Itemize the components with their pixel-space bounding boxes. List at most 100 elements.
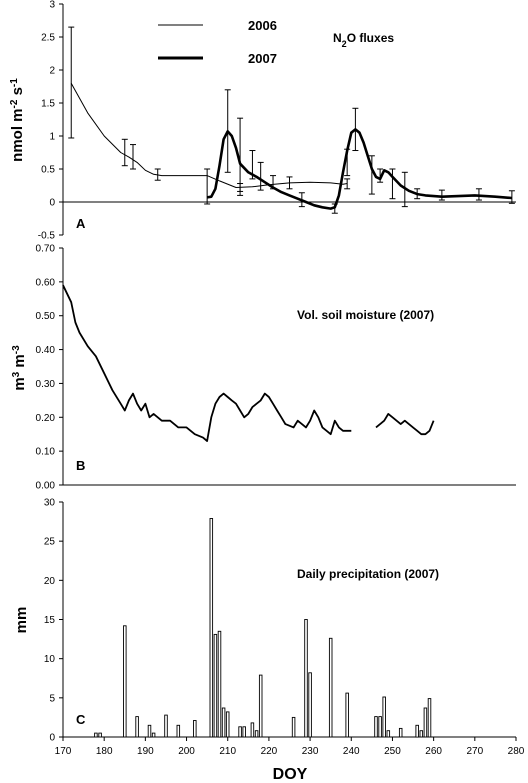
- series-2007-error-bar: [249, 150, 256, 180]
- series-2007-error-bar: [401, 171, 408, 208]
- series-2007-error-bar: [352, 107, 359, 152]
- panel-b: 0.000.100.200.300.400.500.600.70 m3 m-3 …: [11, 244, 516, 492]
- precipitation-bar: [213, 633, 218, 738]
- series-2007-error-bar: [438, 189, 445, 201]
- precipitation-bar: [308, 672, 312, 738]
- x-tick-label: 260: [425, 746, 442, 757]
- x-tick-label: 230: [302, 746, 319, 757]
- panel-b-y-axis-label: m3 m-3: [11, 345, 29, 391]
- precipitation-bar: [123, 625, 127, 738]
- precipitation-bar: [419, 730, 424, 738]
- panel-a-ylabel-part-3: s: [9, 87, 26, 100]
- series-2007-error-bar: [298, 192, 305, 208]
- y-tick-label: 3: [49, 0, 55, 11]
- precipitation-bar: [427, 698, 432, 738]
- series-2007-error-bar: [389, 168, 396, 200]
- precipitation-bar: [398, 727, 403, 738]
- y-tick-label: 20: [44, 576, 56, 587]
- series-2007-error-bar: [270, 175, 277, 190]
- series-2007-error-bar: [368, 155, 375, 195]
- y-tick-label: 30: [44, 498, 56, 509]
- panel-c-annotation: Daily precipitation (2007): [297, 567, 439, 581]
- series-2007-error-bar: [257, 161, 264, 191]
- series-2007-error-bar: [414, 188, 421, 200]
- y-tick-label: 0.50: [36, 311, 56, 322]
- series-2007-error-bar: [344, 148, 351, 177]
- y-tick-label: 2.5: [41, 33, 55, 44]
- soil-moisture-line: [375, 413, 435, 436]
- series-2006-error-bar: [154, 168, 161, 181]
- x-tick-label: 180: [96, 746, 113, 757]
- x-tick-label: 270: [466, 746, 483, 757]
- panel-c: 0 5 10 15 20 25 30 170 180 190 200 210 220 230 240 250…: [13, 498, 525, 783]
- precipitation-bar: [193, 720, 197, 738]
- panel-c-x-ticks: 170 180 190 200 210 220 230 240 250 260 270 280: [55, 737, 525, 757]
- y-tick-label: 10: [44, 654, 56, 665]
- panel-b-series: [62, 284, 435, 442]
- x-axis-label: DOY: [273, 766, 308, 783]
- series-2007-error-bar: [204, 168, 211, 205]
- panel-a: -0.5 0 0.5 1 1.5 2 2.5 3 nmol m-2 s-1 2006 2007…: [9, 0, 516, 242]
- annotation-part-2: 2: [342, 39, 347, 49]
- precipitation-bar: [94, 732, 98, 738]
- precipitation-bar: [238, 726, 242, 738]
- y-tick-label: 0.5: [41, 165, 55, 176]
- panel-c-letter: C: [76, 712, 86, 727]
- y-tick-label: 0: [49, 733, 55, 744]
- x-tick-label: 190: [137, 746, 154, 757]
- legend-2007-label: 2007: [248, 51, 277, 66]
- y-tick-label: 0.40: [36, 345, 56, 356]
- series-2007-error-bar: [377, 168, 384, 183]
- panel-b-ylabel-part-2: 3: [11, 371, 22, 377]
- precipitation-bar: [415, 724, 419, 738]
- x-tick-label: 220: [261, 746, 278, 757]
- panel-b-ylabel-part-3: m: [11, 354, 28, 372]
- x-tick-label: 210: [219, 746, 236, 757]
- y-tick-label: 0.00: [36, 481, 56, 492]
- legend: 2006 2007: [158, 18, 277, 66]
- series-2007-line: [206, 128, 513, 210]
- y-tick-label: 0: [49, 198, 55, 209]
- precipitation-bar: [291, 716, 296, 738]
- panel-b-ylabel-part-1: m: [11, 377, 28, 390]
- y-tick-label: 0.60: [36, 277, 56, 288]
- panel-a-ylabel-part-4: -1: [9, 78, 20, 87]
- x-tick-label: 250: [384, 746, 401, 757]
- y-tick-label: 1: [49, 132, 55, 143]
- precipitation-bar: [98, 732, 102, 738]
- y-tick-label: 0.10: [36, 447, 56, 458]
- panel-a-series: [68, 26, 515, 214]
- panel-a-y-ticks: -0.5 0 0.5 1 1.5 2 2.5 3: [38, 0, 63, 242]
- y-tick-label: 5: [49, 693, 55, 704]
- series-2007-error-bar: [331, 203, 338, 214]
- precipitation-bar: [423, 707, 428, 738]
- precipitation-bar: [147, 724, 152, 738]
- panel-b-ylabel-part-4: -3: [11, 345, 22, 354]
- y-tick-label: 0.20: [36, 413, 56, 424]
- precipitation-bar: [250, 722, 255, 738]
- y-tick-label: 0.30: [36, 379, 56, 390]
- series-2007-error-bar: [508, 190, 515, 204]
- y-tick-label: 0.70: [36, 244, 56, 255]
- series-2006-error-bar: [286, 176, 293, 190]
- panel-a-y-axis-label: nmol m-2 s-1: [9, 78, 27, 162]
- panel-c-bars: [94, 518, 432, 738]
- precipitation-bar: [254, 730, 259, 738]
- panel-b-y-ticks: 0.00 0.10 0.20 0.30 0.40 0.50 0.60 0.70: [36, 244, 63, 492]
- precipitation-bar: [209, 518, 214, 738]
- series-2007-error-bar: [475, 188, 482, 201]
- y-tick-label: 25: [44, 537, 56, 548]
- precipitation-bar: [386, 730, 391, 738]
- precipitation-bar: [304, 619, 308, 738]
- panel-b-annotation: Vol. soil moisture (2007): [297, 308, 434, 322]
- x-tick-label: 240: [343, 746, 360, 757]
- series-2007-error-bar: [224, 89, 231, 173]
- precipitation-bar: [217, 630, 222, 738]
- panel-a-annotation: N2O fluxes: [333, 31, 394, 49]
- precipitation-bar: [258, 674, 263, 738]
- precipitation-bar: [378, 716, 382, 738]
- series-2006-error-bar: [344, 178, 351, 190]
- series-2006-error-bar: [121, 138, 128, 167]
- precipitation-bar: [328, 637, 333, 738]
